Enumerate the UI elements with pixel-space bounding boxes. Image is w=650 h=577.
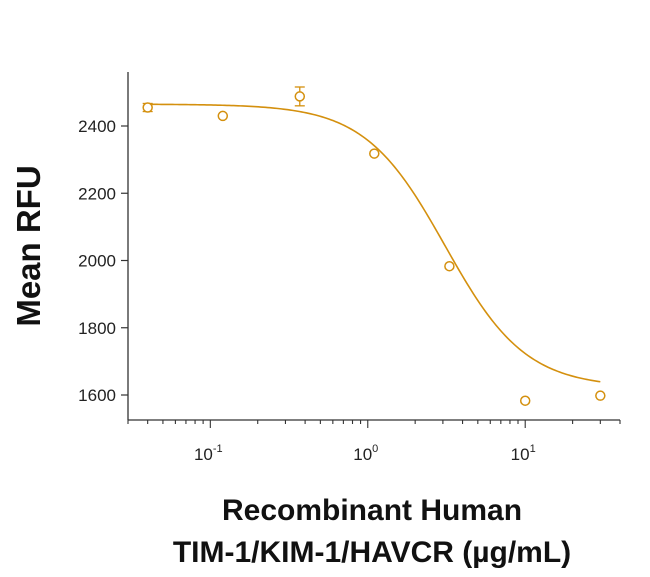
data-point bbox=[519, 395, 531, 406]
fit-curve bbox=[147, 103, 601, 383]
x-axis-title-line1: Recombinant Human bbox=[222, 494, 522, 527]
y-tick-label: 2400 bbox=[78, 117, 116, 136]
x-axis-title-line2: TIM-1/KIM-1/HAVCR (µg/mL) bbox=[173, 536, 571, 569]
data-point bbox=[217, 110, 229, 122]
y-ticks: 1600 1800 2000 2200 2400 bbox=[78, 117, 128, 405]
y-axis-title: Mean RFU bbox=[10, 165, 47, 326]
y-tick-label: 2000 bbox=[78, 252, 116, 271]
y-tick-label: 1800 bbox=[78, 319, 116, 338]
x-tick-label: 100 bbox=[353, 443, 378, 464]
plot-area: 1600 1800 2000 2200 2400 10-1 100 101 bbox=[78, 72, 621, 464]
x-tick-label: 10-1 bbox=[194, 443, 223, 464]
data-point bbox=[142, 102, 153, 113]
x-tick-label: 101 bbox=[511, 443, 536, 464]
data-point bbox=[595, 390, 606, 401]
data-points bbox=[142, 91, 606, 406]
y-tick-label: 1600 bbox=[78, 386, 116, 405]
data-point bbox=[444, 260, 455, 272]
data-point bbox=[369, 148, 380, 159]
y-tick-label: 2200 bbox=[78, 184, 116, 203]
error-bars bbox=[142, 86, 305, 113]
x-ticks: 10-1 100 101 bbox=[127, 420, 621, 464]
data-point bbox=[294, 91, 306, 102]
